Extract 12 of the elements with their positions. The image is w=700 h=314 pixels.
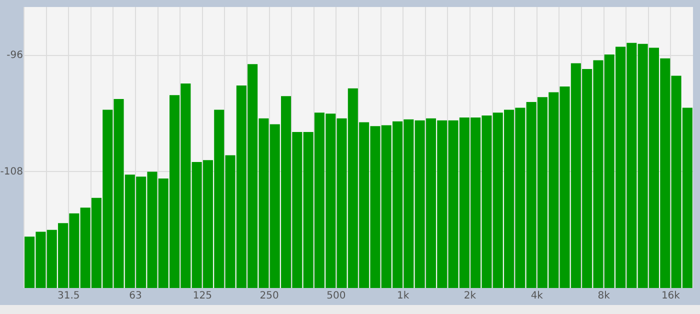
x-tick-label: 63 bbox=[129, 290, 142, 302]
y-tick-label: -96 bbox=[6, 50, 23, 62]
x-tick-label: 8k bbox=[598, 290, 610, 302]
x-tick-label: 16k bbox=[661, 290, 680, 302]
y-tick-label: -108 bbox=[0, 166, 23, 178]
x-tick-label: 1k bbox=[397, 290, 410, 302]
x-tick-label: 4k bbox=[530, 290, 544, 302]
x-tick-label: 125 bbox=[192, 290, 212, 302]
x-tick-label: 31.5 bbox=[57, 290, 80, 302]
x-tick-label: 2k bbox=[464, 290, 476, 302]
x-tick-label: 250 bbox=[260, 290, 279, 302]
x-tick-label: 500 bbox=[326, 290, 346, 302]
